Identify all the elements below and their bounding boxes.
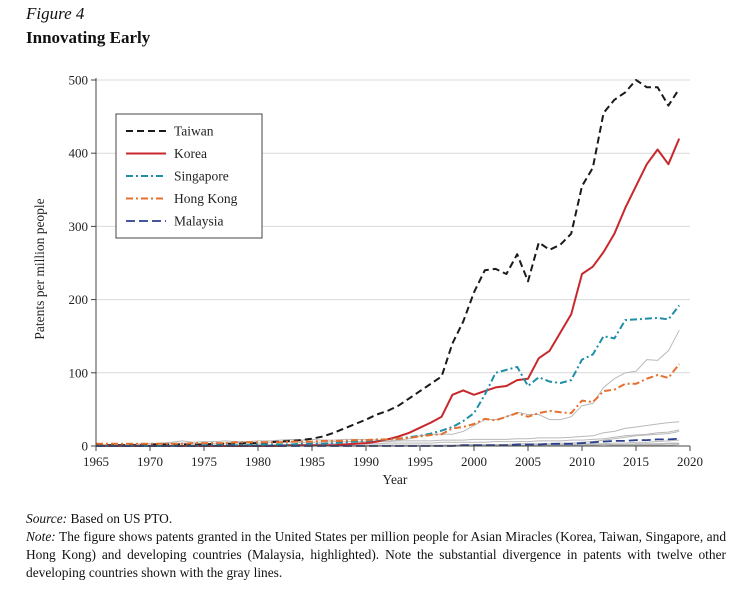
line-chart: 0 100 200 300 400 500 1965 1970 1975 1980 1985 1990… <box>32 73 703 488</box>
figure-title: Innovating Early <box>26 28 151 47</box>
x-tick-label-2015: 2015 <box>623 454 649 469</box>
note-paragraph: Note: The figure shows patents granted i… <box>26 528 726 582</box>
axes: 0 100 200 300 400 500 1965 1970 1975 1980 1985 1990… <box>32 73 703 488</box>
gray-country-line-1 <box>96 330 680 446</box>
figure-notes: Source: Based on US PTO. Note: The figur… <box>26 510 726 582</box>
note-label: Note: <box>26 529 56 544</box>
figure-label: Figure 4 <box>26 4 85 23</box>
y-tick-label-0: 0 <box>82 439 89 454</box>
source-label: Source: <box>26 511 68 526</box>
x-tick-label-1970: 1970 <box>137 454 163 469</box>
legend-label-hong-kong: Hong Kong <box>174 191 238 206</box>
legend-label-korea: Korea <box>174 146 207 161</box>
y-tick-label-100: 100 <box>69 365 89 380</box>
series-line-singapore <box>96 304 680 447</box>
series-line-taiwan <box>96 79 681 447</box>
legend-box <box>115 113 263 239</box>
x-tick-label-2010: 2010 <box>569 454 595 469</box>
y-tick-label-300: 300 <box>69 219 89 234</box>
x-tick-label-2005: 2005 <box>515 454 541 469</box>
x-tick-label-1965: 1965 <box>83 454 109 469</box>
y-axis-title: Patents per million people <box>32 198 47 339</box>
legend-label-singapore: Singapore <box>174 169 229 184</box>
y-tick-label-400: 400 <box>69 146 89 161</box>
legend-label-malaysia: Malaysia <box>174 214 224 229</box>
gray-lines <box>96 330 680 447</box>
series-line-hong-kong <box>96 363 680 445</box>
legend-label-taiwan: Taiwan <box>174 124 214 139</box>
note-text: The figure shows patents granted in the … <box>26 529 727 580</box>
y-tick-label-500: 500 <box>69 73 89 88</box>
legend: Taiwan Korea Singapore Hong Kong Malaysia <box>115 113 263 239</box>
x-tick-label-2020: 2020 <box>677 454 703 469</box>
x-tick-label-1975: 1975 <box>191 454 217 469</box>
y-tick-label-200: 200 <box>69 292 89 307</box>
x-tick-label-1995: 1995 <box>407 454 433 469</box>
gray-country-line-2 <box>96 421 680 445</box>
x-tick-label-1985: 1985 <box>299 454 325 469</box>
source-text: Based on US PTO. <box>70 511 173 526</box>
x-tick-label-1980: 1980 <box>245 454 271 469</box>
x-tick-label-2000: 2000 <box>461 454 487 469</box>
x-tick-label-1990: 1990 <box>353 454 379 469</box>
x-axis-title: Year <box>383 472 408 487</box>
source-note: Source: Based on US PTO. <box>26 510 726 528</box>
